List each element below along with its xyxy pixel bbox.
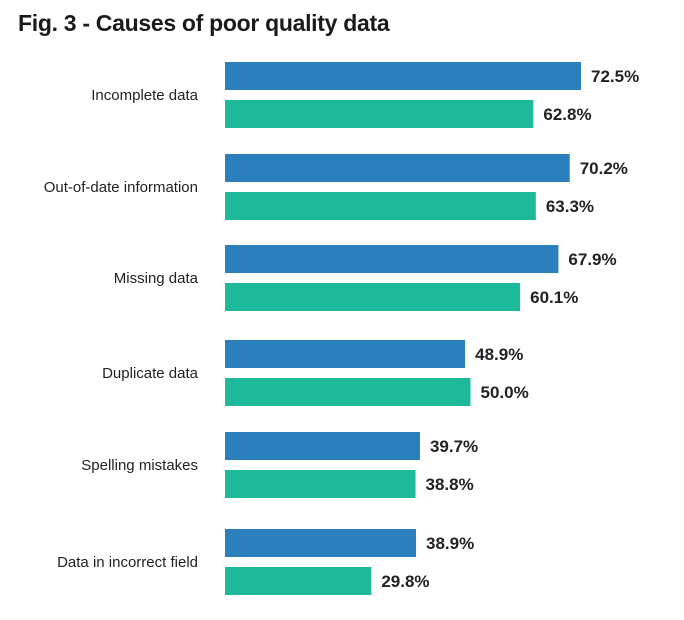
value-label: 72.5% xyxy=(591,67,639,86)
value-label: 38.8% xyxy=(426,475,474,494)
category-label: Data in incorrect field xyxy=(57,554,198,571)
value-label: 29.8% xyxy=(381,572,429,591)
value-label: 70.2% xyxy=(580,159,628,178)
category-label: Out-of-date information xyxy=(44,179,198,196)
value-label: 50.0% xyxy=(481,383,529,402)
category-label: Duplicate data xyxy=(102,365,199,382)
bar-series-1 xyxy=(225,245,559,273)
bar-series-2 xyxy=(225,283,521,311)
value-label: 60.1% xyxy=(530,288,578,307)
bar-series-1 xyxy=(225,432,420,460)
bar-series-2 xyxy=(225,567,372,595)
bar-series-2 xyxy=(225,192,536,220)
value-label: 63.3% xyxy=(546,197,594,216)
chart-title: Fig. 3 - Causes of poor quality data xyxy=(18,10,390,36)
category-label: Incomplete data xyxy=(91,87,198,104)
bar-series-1 xyxy=(225,529,417,557)
value-label: 38.9% xyxy=(426,534,474,553)
bar-series-2 xyxy=(225,378,471,406)
bar-series-1 xyxy=(225,154,570,182)
value-label: 39.7% xyxy=(430,437,478,456)
bar-series-1 xyxy=(225,340,466,368)
value-label: 67.9% xyxy=(568,250,616,269)
value-label: 62.8% xyxy=(543,105,591,124)
bar-series-2 xyxy=(225,100,534,128)
value-label: 48.9% xyxy=(475,345,523,364)
bar-series-1 xyxy=(225,62,581,90)
category-label: Missing data xyxy=(114,270,199,287)
bar-series-2 xyxy=(225,470,416,498)
category-label: Spelling mistakes xyxy=(81,457,198,474)
